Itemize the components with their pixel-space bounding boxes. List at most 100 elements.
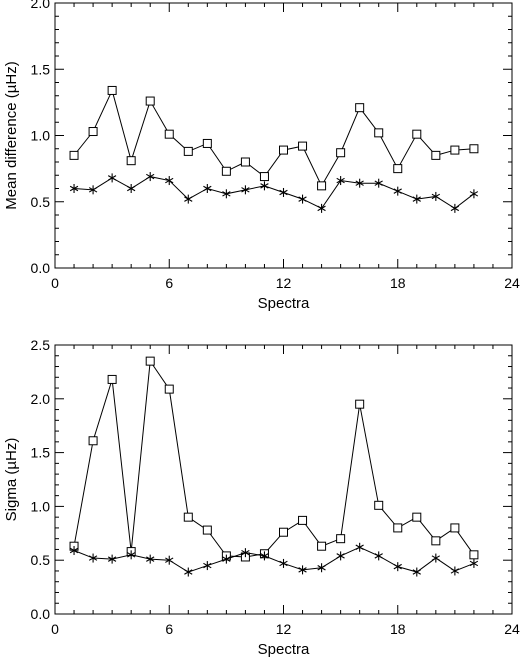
asterisk-marker	[431, 191, 441, 201]
square-marker	[279, 527, 288, 537]
asterisk-marker	[450, 566, 460, 576]
asterisk-marker	[374, 178, 383, 188]
asterisk-marker	[241, 185, 250, 195]
square-marker	[450, 523, 460, 533]
x-tick-label: 24	[504, 275, 520, 291]
square-marker	[412, 512, 422, 522]
asterisk-marker	[279, 187, 288, 197]
x-axis-label: Spectra	[258, 295, 310, 312]
asterisk-marker	[69, 184, 79, 193]
asterisk-marker	[146, 554, 155, 564]
square-marker	[431, 536, 441, 546]
chart-mean-difference: 0 6 12 18 24 0.0 0.5 1.0 1.5 2.0 Spectra Mean diffe…	[3, 0, 520, 312]
square-marker	[202, 138, 212, 148]
asterisk-marker	[126, 184, 136, 193]
y-tick-label: 2.5	[31, 337, 51, 353]
square-marker	[145, 356, 155, 366]
square-marker	[240, 157, 250, 167]
x-axis-label: Spectra	[258, 641, 310, 657]
asterisk-marker	[431, 553, 441, 563]
y-tick-label: 1.0	[31, 498, 51, 514]
square-marker	[374, 128, 384, 138]
asterisk-marker	[317, 203, 326, 213]
x-tick-label: 12	[276, 621, 292, 637]
asterisk-marker	[222, 554, 231, 564]
y-axis-label: Mean difference (µHz)	[3, 61, 20, 209]
asterisk-marker	[298, 565, 307, 575]
asterisk-marker	[355, 542, 364, 552]
square-marker	[88, 436, 98, 446]
square-marker	[469, 550, 479, 560]
square-marker	[259, 172, 269, 182]
series-line-square	[73, 359, 475, 558]
asterisk-marker	[374, 551, 383, 561]
asterisk-marker	[317, 563, 326, 573]
square-marker	[126, 156, 136, 166]
series-line-asterisk	[73, 546, 475, 573]
x-tick-label: 24	[504, 621, 520, 637]
y-axis-label: Sigma (µHz)	[3, 438, 20, 522]
y-tick-label: 0.0	[31, 606, 51, 622]
square-marker	[202, 525, 212, 535]
square-marker	[355, 399, 365, 409]
asterisk-marker	[279, 558, 288, 568]
square-marker	[450, 145, 460, 155]
square-marker	[164, 384, 174, 394]
square-marker	[393, 523, 403, 533]
asterisk-marker	[241, 548, 250, 558]
square-marker	[412, 129, 422, 139]
square-marker	[107, 374, 117, 384]
asterisk-marker	[88, 185, 98, 195]
asterisk-marker	[222, 189, 231, 199]
asterisk-marker	[165, 555, 174, 565]
series-line-square	[73, 88, 474, 187]
square-marker	[279, 145, 288, 155]
asterisk-marker	[88, 553, 98, 563]
asterisk-marker	[146, 172, 155, 182]
square-marker	[183, 512, 193, 522]
asterisk-marker	[203, 184, 212, 193]
asterisk-marker	[450, 203, 460, 213]
square-marker	[107, 85, 117, 95]
square-marker	[183, 146, 193, 156]
square-marker	[336, 148, 346, 158]
square-marker	[336, 534, 346, 544]
x-tick-label: 18	[390, 621, 406, 637]
x-tick-label: 6	[165, 621, 173, 637]
asterisk-marker	[184, 194, 193, 204]
square-marker	[298, 141, 308, 151]
y-tick-label: 2.0	[31, 391, 51, 407]
square-marker	[317, 181, 327, 191]
x-tick-label: 18	[390, 275, 406, 291]
square-marker	[469, 144, 479, 154]
y-tick-label: 0.0	[31, 260, 51, 276]
plot-frame	[54, 2, 513, 269]
asterisk-marker	[393, 186, 402, 196]
asterisk-marker	[336, 176, 345, 186]
y-tick-label: 1.5	[31, 445, 51, 461]
asterisk-marker	[412, 194, 421, 204]
square-marker	[88, 127, 98, 137]
asterisk-marker	[260, 181, 269, 191]
y-tick-label: 1.5	[31, 61, 51, 77]
asterisk-marker	[393, 562, 402, 572]
asterisk-marker	[69, 546, 79, 556]
square-marker	[164, 129, 174, 139]
asterisk-marker	[203, 561, 212, 571]
y-tick-label: 0.5	[31, 194, 51, 210]
asterisk-marker	[355, 178, 364, 188]
square-marker	[145, 96, 155, 106]
square-marker	[69, 150, 79, 160]
asterisk-marker	[412, 567, 421, 577]
x-tick-label: 12	[276, 275, 292, 291]
square-marker	[317, 541, 327, 551]
x-tick-label: 0	[51, 275, 59, 291]
x-tick-label: 6	[165, 275, 173, 291]
asterisk-marker	[469, 189, 479, 199]
asterisk-marker	[469, 558, 479, 568]
y-tick-label: 0.5	[31, 552, 51, 568]
asterisk-marker	[260, 551, 269, 561]
asterisk-marker	[184, 567, 193, 577]
square-marker	[374, 500, 384, 510]
